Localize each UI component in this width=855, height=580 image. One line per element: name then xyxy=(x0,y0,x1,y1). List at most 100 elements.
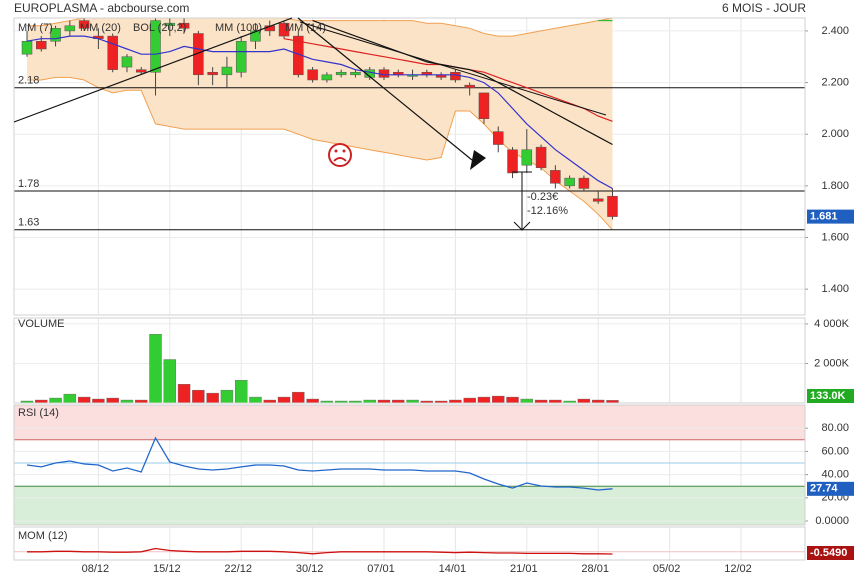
arrow-head xyxy=(470,150,486,170)
volume-bar xyxy=(49,397,62,404)
volume-bar xyxy=(220,389,234,404)
measure-arrow xyxy=(513,221,531,231)
candle-body xyxy=(121,56,133,68)
candle-body xyxy=(535,146,547,169)
legend-entry: MM (14) xyxy=(285,22,326,34)
candle-body xyxy=(250,30,261,42)
y-tick-label: 80.00 xyxy=(821,422,849,434)
candle-body xyxy=(607,195,618,217)
volume-bar xyxy=(306,398,319,404)
candle-body xyxy=(150,20,161,73)
mom-frame xyxy=(13,526,806,561)
volume-bar xyxy=(506,396,519,404)
horizontal-line-label: 2.18 xyxy=(18,75,39,87)
candle-body xyxy=(335,71,347,76)
y-tick-label: 2.400 xyxy=(821,25,849,37)
candle-body xyxy=(550,170,561,184)
panel-title: VOLUME xyxy=(18,318,64,330)
y-tick-label: 2.000 xyxy=(821,128,849,140)
candle-body xyxy=(307,69,318,81)
candle-body xyxy=(521,149,533,166)
volume-bar xyxy=(92,398,105,404)
plot-layer: 2.18 1.78 1.63 MM (7) MM (20) BOL (20,2) MM (1… xyxy=(14,17,808,560)
legend-entry: MM (100) xyxy=(215,22,262,34)
panel-title: MOM (12) xyxy=(18,530,68,542)
volume-bar xyxy=(277,396,291,404)
last-value-box xyxy=(807,209,854,224)
volume-bar xyxy=(234,380,248,404)
candle-body xyxy=(350,71,361,76)
y-tick-label: 2.200 xyxy=(821,76,849,88)
volume-bar xyxy=(106,397,119,404)
candle-body xyxy=(78,20,90,29)
candle-body xyxy=(321,74,333,81)
candle-body xyxy=(564,177,575,187)
x-tick-label: 14/01 xyxy=(439,563,467,575)
legend-entry: MM (20) xyxy=(80,22,121,34)
x-tick-label: 30/12 xyxy=(296,563,324,575)
trend-line xyxy=(299,21,607,116)
candle-body xyxy=(278,22,290,37)
volume-bar xyxy=(192,389,205,404)
volume-bar xyxy=(520,398,533,404)
candle-body xyxy=(178,22,190,29)
candle-body xyxy=(64,25,76,32)
candle-body xyxy=(507,149,518,174)
volume-bar xyxy=(149,334,162,404)
x-tick-label: 07/01 xyxy=(367,563,395,575)
volume-bar xyxy=(463,397,476,404)
x-tick-label: 05/02 xyxy=(653,563,681,575)
moving-average xyxy=(312,20,613,146)
candle-body xyxy=(193,33,204,76)
volume-bar xyxy=(577,398,591,404)
bollinger-fill xyxy=(27,18,613,230)
legend-entry: MM (7) xyxy=(18,22,53,34)
x-tick-label: 08/12 xyxy=(82,563,110,575)
last-value-box xyxy=(807,389,854,403)
annotation: -12.16% xyxy=(527,205,568,217)
x-tick-label: 28/01 xyxy=(581,563,609,575)
horizontal-line-label: 1.63 xyxy=(18,217,39,229)
face xyxy=(328,143,352,167)
y-tick-label: 40.00 xyxy=(821,469,849,481)
candle-body xyxy=(492,131,504,145)
volume-bar xyxy=(63,393,77,404)
x-tick-label: 22/12 xyxy=(224,563,252,575)
y-tick-label: 60.00 xyxy=(821,445,849,457)
candle-body xyxy=(592,198,604,202)
volume-bar xyxy=(477,396,491,404)
y-tick-label: 1.800 xyxy=(821,180,849,192)
x-tick-label: 15/12 xyxy=(153,563,181,575)
mouth xyxy=(333,157,347,162)
candle-body xyxy=(464,84,475,88)
candle-body xyxy=(235,40,247,73)
candle-body xyxy=(50,28,61,42)
volume-bar xyxy=(177,384,191,404)
candle-body xyxy=(450,71,461,81)
overbought-zone xyxy=(14,405,805,440)
candle-body xyxy=(207,71,218,76)
horizontal-line-label: 1.78 xyxy=(18,178,39,190)
y-tick-label: 0.0000 xyxy=(815,515,849,527)
candle-body xyxy=(478,92,490,119)
volume-bar xyxy=(492,395,505,404)
y-tick-label: 4 000K xyxy=(814,318,850,330)
last-value-label: 27.74 xyxy=(810,483,838,495)
x-tick-label: 12/02 xyxy=(724,563,752,575)
candle-body xyxy=(135,69,147,73)
candle-body xyxy=(221,66,233,76)
indicator-line xyxy=(27,547,613,555)
volume-bar xyxy=(163,359,177,404)
moving-average xyxy=(26,35,613,190)
indicator-line xyxy=(26,436,613,491)
candle-body xyxy=(164,22,176,26)
last-value-label: 1.681 xyxy=(810,211,838,223)
oversold-zone xyxy=(14,486,805,525)
last-value-box xyxy=(807,481,854,496)
volume-bar xyxy=(292,391,305,404)
last-value-label: -0.5490 xyxy=(810,547,847,559)
last-value-box xyxy=(807,546,854,560)
eye xyxy=(334,149,338,153)
volume-bar xyxy=(249,396,262,404)
